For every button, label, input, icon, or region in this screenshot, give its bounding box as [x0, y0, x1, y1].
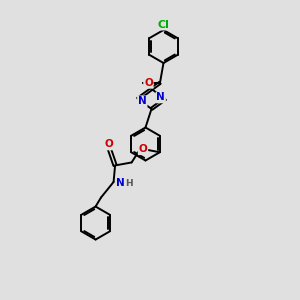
- Text: N: N: [116, 178, 124, 188]
- Text: O: O: [105, 140, 113, 149]
- Text: O: O: [139, 144, 147, 154]
- Text: Cl: Cl: [158, 20, 169, 30]
- Text: H: H: [125, 179, 133, 188]
- Text: N: N: [138, 96, 147, 106]
- Text: N: N: [156, 92, 165, 102]
- Text: O: O: [144, 78, 153, 88]
